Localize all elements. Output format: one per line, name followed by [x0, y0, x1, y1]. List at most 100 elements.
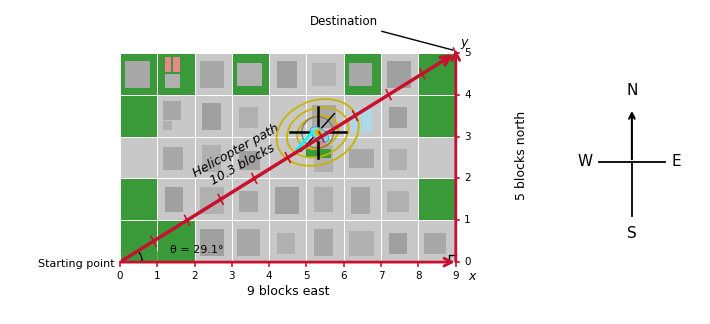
- Bar: [277, 61, 297, 88]
- Bar: [381, 179, 418, 220]
- Bar: [269, 137, 307, 179]
- Bar: [381, 53, 418, 95]
- Bar: [157, 53, 195, 95]
- Text: 0: 0: [116, 271, 123, 281]
- Text: 7: 7: [378, 271, 384, 281]
- Bar: [120, 53, 157, 95]
- Text: 9 blocks east: 9 blocks east: [246, 285, 329, 298]
- Bar: [307, 149, 331, 158]
- Bar: [232, 179, 269, 220]
- Bar: [157, 137, 195, 179]
- Bar: [202, 145, 221, 172]
- Text: Helicopter path
10.3 blocks: Helicopter path 10.3 blocks: [190, 122, 288, 193]
- Bar: [165, 57, 171, 72]
- Polygon shape: [157, 251, 172, 262]
- Bar: [307, 220, 344, 262]
- Text: x: x: [469, 270, 476, 283]
- Text: 5: 5: [303, 271, 310, 281]
- Text: 2: 2: [464, 173, 471, 183]
- Text: θ = 29.1°: θ = 29.1°: [170, 245, 224, 255]
- Bar: [239, 151, 260, 170]
- Text: 8: 8: [415, 271, 422, 281]
- Bar: [269, 95, 307, 137]
- Bar: [344, 95, 381, 137]
- Bar: [232, 53, 269, 95]
- Bar: [232, 137, 269, 179]
- Bar: [195, 137, 232, 179]
- Bar: [120, 220, 157, 262]
- Bar: [157, 220, 195, 262]
- Bar: [312, 105, 337, 128]
- Text: 3: 3: [229, 271, 235, 281]
- Text: S: S: [627, 226, 637, 241]
- Bar: [388, 233, 408, 254]
- Bar: [275, 187, 299, 214]
- Bar: [307, 95, 344, 137]
- Bar: [157, 179, 195, 220]
- Bar: [314, 229, 332, 256]
- Bar: [314, 187, 332, 212]
- Bar: [418, 137, 456, 179]
- Bar: [307, 53, 344, 95]
- Bar: [200, 229, 224, 256]
- Text: N: N: [626, 83, 638, 98]
- Bar: [163, 121, 172, 130]
- Text: 5 blocks north: 5 blocks north: [515, 111, 528, 200]
- Bar: [195, 220, 232, 262]
- Bar: [237, 229, 260, 256]
- Bar: [195, 179, 232, 220]
- Bar: [163, 147, 183, 170]
- Bar: [120, 137, 157, 179]
- Bar: [232, 220, 269, 262]
- Bar: [173, 57, 180, 72]
- Text: 6: 6: [341, 271, 347, 281]
- Bar: [418, 95, 456, 137]
- Bar: [388, 149, 408, 170]
- Bar: [232, 95, 269, 137]
- Text: 0: 0: [464, 257, 471, 267]
- Bar: [349, 231, 373, 256]
- Bar: [200, 187, 224, 214]
- Bar: [195, 53, 232, 95]
- Bar: [165, 187, 183, 212]
- Text: 5: 5: [464, 48, 471, 58]
- Bar: [381, 95, 418, 137]
- Bar: [237, 64, 262, 87]
- Bar: [239, 107, 258, 128]
- Bar: [381, 220, 418, 262]
- Bar: [344, 179, 381, 220]
- Text: 4: 4: [464, 90, 471, 100]
- Bar: [239, 191, 258, 212]
- Text: Starting point: Starting point: [38, 259, 114, 269]
- Bar: [349, 64, 372, 87]
- Bar: [344, 220, 381, 262]
- Bar: [344, 137, 381, 179]
- Bar: [307, 137, 344, 179]
- Bar: [316, 137, 327, 148]
- Bar: [363, 110, 372, 133]
- Bar: [269, 220, 307, 262]
- Bar: [165, 74, 180, 88]
- Bar: [424, 233, 447, 254]
- Bar: [418, 53, 456, 95]
- Bar: [163, 101, 182, 120]
- Text: Destination: Destination: [310, 15, 453, 50]
- Bar: [418, 179, 456, 220]
- Text: y: y: [460, 36, 468, 49]
- Bar: [387, 61, 411, 88]
- Bar: [195, 95, 232, 137]
- Bar: [351, 187, 370, 214]
- Text: 1: 1: [154, 271, 160, 281]
- Bar: [344, 53, 381, 95]
- Bar: [388, 107, 408, 128]
- Bar: [351, 110, 361, 133]
- Bar: [387, 191, 409, 212]
- Bar: [349, 149, 373, 168]
- Bar: [200, 61, 224, 88]
- Bar: [418, 220, 456, 262]
- Bar: [269, 179, 307, 220]
- Bar: [277, 233, 295, 254]
- Bar: [269, 53, 307, 95]
- Bar: [381, 137, 418, 179]
- Bar: [120, 95, 157, 137]
